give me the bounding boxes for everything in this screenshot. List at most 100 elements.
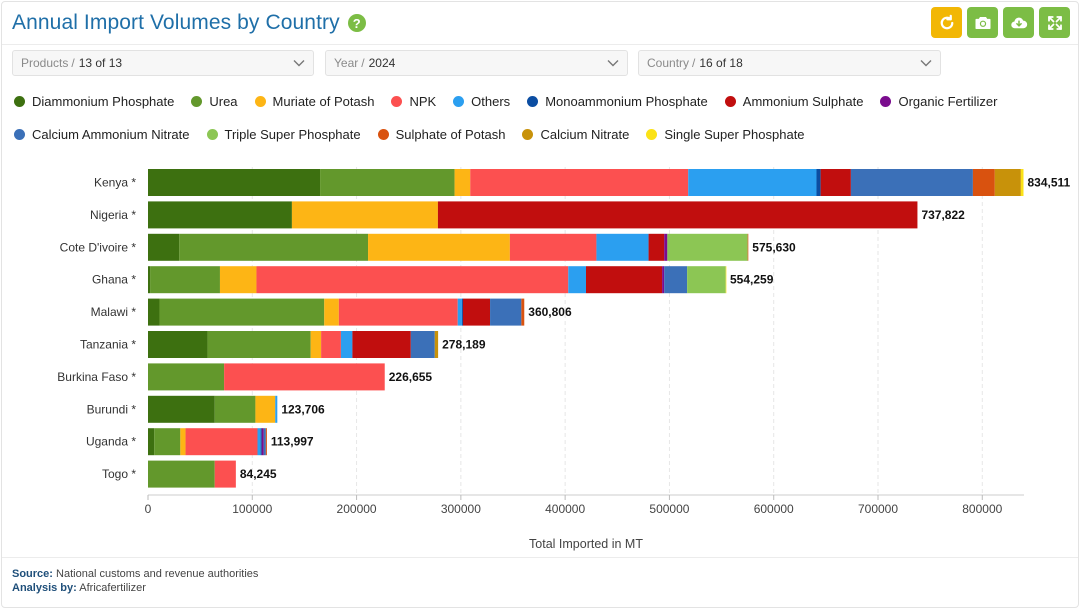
bar-segment-muriate-of-potash[interactable]: [324, 298, 339, 326]
bar-segment-diammonium-phosphate[interactable]: [148, 298, 160, 326]
help-icon[interactable]: ?: [347, 14, 366, 32]
year-filter[interactable]: Year / 2024: [325, 50, 628, 76]
bar-segment-urea[interactable]: [159, 298, 325, 326]
legend-label: Single Super Phosphate: [664, 127, 805, 142]
country-filter[interactable]: Country / 16 of 18: [638, 50, 941, 76]
bar-segment-diammonium-phosphate[interactable]: [148, 428, 155, 456]
bar-segment-diammonium-phosphate[interactable]: [148, 233, 180, 261]
bar-segment-calcium-ammonium-nitrate[interactable]: [664, 266, 688, 294]
bar-segment-single-super-phosphate[interactable]: [725, 266, 727, 294]
legend-item-others[interactable]: Others: [453, 94, 510, 109]
bar-segment-muriate-of-potash[interactable]: [368, 233, 510, 261]
bar-segment-triple-super-phosphate[interactable]: [687, 266, 726, 294]
bar-segment-diammonium-phosphate[interactable]: [148, 331, 208, 358]
legend-item-npk[interactable]: NPK: [391, 94, 436, 109]
legend-item-sulphate-of-potash[interactable]: Sulphate of Potash: [377, 127, 505, 142]
bar-segment-sulphate-of-potash[interactable]: [521, 298, 525, 326]
bar-segment-calcium-ammonium-nitrate[interactable]: [263, 428, 266, 456]
bar-segment-others[interactable]: [275, 395, 278, 423]
bar-segment-organic-fertilizer[interactable]: [662, 266, 665, 294]
bar-segment-urea[interactable]: [214, 395, 256, 423]
bar-segment-npk[interactable]: [256, 266, 569, 294]
bar-segment-urea[interactable]: [179, 233, 369, 261]
legend-item-monoammonium-phosphate[interactable]: Monoammonium Phosphate: [527, 94, 708, 109]
chevron-down-icon: [293, 60, 305, 67]
bar-segment-others[interactable]: [340, 331, 353, 358]
bar-segment-npk[interactable]: [214, 460, 236, 488]
legend-item-organic-fertilizer[interactable]: Organic Fertilizer: [880, 94, 997, 109]
bar-segment-urea[interactable]: [150, 266, 220, 294]
bar-segment-calcium-nitrate[interactable]: [434, 331, 439, 358]
bar-segment-muriate-of-potash[interactable]: [454, 169, 471, 196]
legend-item-ammonium-sulphate[interactable]: Ammonium Sulphate: [724, 94, 863, 109]
bar-segment-monoammonium-phosphate[interactable]: [816, 169, 821, 196]
bar-segment-diammonium-phosphate[interactable]: [148, 169, 321, 196]
bar-segment-others[interactable]: [568, 266, 586, 294]
bar-segment-others[interactable]: [257, 428, 261, 456]
bar-segment-muriate-of-potash[interactable]: [291, 201, 438, 229]
legend-item-calcium-ammonium-nitrate[interactable]: Calcium Ammonium Nitrate: [14, 127, 190, 142]
bar-segment-single-super-phosphate[interactable]: [1020, 169, 1024, 196]
bar-segment-organic-fertilizer[interactable]: [261, 428, 264, 456]
bar-segment-muriate-of-potash[interactable]: [255, 395, 276, 423]
bar-segment-calcium-ammonium-nitrate[interactable]: [410, 331, 435, 358]
legend-item-diammonium-phosphate[interactable]: Diammonium Phosphate: [14, 94, 174, 109]
bar-segment-others[interactable]: [457, 298, 462, 326]
bar-segment-monoammonium-phosphate[interactable]: [461, 298, 463, 326]
bar-segment-diammonium-phosphate[interactable]: [148, 201, 292, 229]
camera-icon: [975, 16, 990, 29]
y-tick-label: Togo *: [102, 467, 136, 481]
download-button[interactable]: [1003, 7, 1034, 38]
legend-item-muriate-of-potash[interactable]: Muriate of Potash: [254, 94, 374, 109]
bar-segment-npk[interactable]: [470, 169, 689, 196]
bar-segment-calcium-nitrate[interactable]: [994, 169, 1021, 196]
bar-segment-others[interactable]: [596, 233, 649, 261]
bar-segment-ammonium-sulphate[interactable]: [820, 169, 851, 196]
bar-segment-calcium-ammonium-nitrate[interactable]: [850, 169, 973, 196]
screenshot-button[interactable]: [967, 7, 998, 38]
bar-segment-organic-fertilizer[interactable]: [664, 233, 668, 261]
products-filter[interactable]: Products / 13 of 13: [12, 50, 314, 76]
bar-segment-diammonium-phosphate[interactable]: [148, 266, 151, 294]
bar-segment-sulphate-of-potash[interactable]: [747, 233, 749, 261]
bar-segment-muriate-of-potash[interactable]: [219, 266, 257, 294]
bar-segment-urea[interactable]: [320, 169, 455, 196]
legend-label: Others: [471, 94, 511, 109]
fullscreen-button[interactable]: [1039, 7, 1070, 38]
legend-item-urea[interactable]: Urea: [191, 94, 238, 109]
bar-segment-others[interactable]: [688, 169, 817, 196]
legend-item-triple-super-phosphate[interactable]: Triple Super Phosphate: [206, 127, 361, 142]
legend-item-calcium-nitrate[interactable]: Calcium Nitrate: [522, 127, 629, 142]
x-tick-label: 100000: [232, 502, 272, 516]
bar-segment-triple-super-phosphate[interactable]: [667, 233, 748, 261]
bar-segment-npk[interactable]: [224, 363, 385, 391]
chart-legend: Diammonium Phosphate Urea Muriate of Potas…: [14, 94, 1024, 142]
bar-segment-npk[interactable]: [338, 298, 458, 326]
bar-segment-calcium-ammonium-nitrate[interactable]: [490, 298, 522, 326]
bar-segment-muriate-of-potash[interactable]: [310, 331, 322, 358]
reset-button[interactable]: [931, 7, 962, 38]
bar-segment-diammonium-phosphate[interactable]: [148, 395, 215, 423]
bar-segment-ammonium-sulphate[interactable]: [648, 233, 665, 261]
bar-total-label: 113,997: [271, 435, 314, 449]
bar-segment-monoammonium-phosphate[interactable]: [260, 428, 262, 456]
bar-segment-sulphate-of-potash[interactable]: [265, 428, 267, 456]
bar-segment-muriate-of-potash[interactable]: [180, 428, 186, 456]
bar-segment-npk[interactable]: [321, 331, 341, 358]
bar-segment-urea[interactable]: [154, 428, 181, 456]
bar-segment-ammonium-sulphate[interactable]: [437, 201, 918, 229]
bar-segment-urea[interactable]: [148, 460, 215, 488]
bar-segment-ammonium-sulphate[interactable]: [586, 266, 663, 294]
x-tick-label: 0: [145, 502, 152, 516]
bar-segment-npk[interactable]: [509, 233, 597, 261]
legend-item-single-super-phosphate[interactable]: Single Super Phosphate: [646, 127, 805, 142]
bar-segment-ammonium-sulphate[interactable]: [462, 298, 491, 326]
x-tick-label: 200000: [337, 502, 377, 516]
bar-segment-urea[interactable]: [148, 363, 225, 391]
legend-marker: [453, 96, 465, 107]
legend-marker: [724, 96, 736, 107]
bar-segment-ammonium-sulphate[interactable]: [352, 331, 411, 358]
bar-segment-npk[interactable]: [185, 428, 258, 456]
bar-segment-sulphate-of-potash[interactable]: [972, 169, 995, 196]
bar-segment-urea[interactable]: [207, 331, 311, 358]
